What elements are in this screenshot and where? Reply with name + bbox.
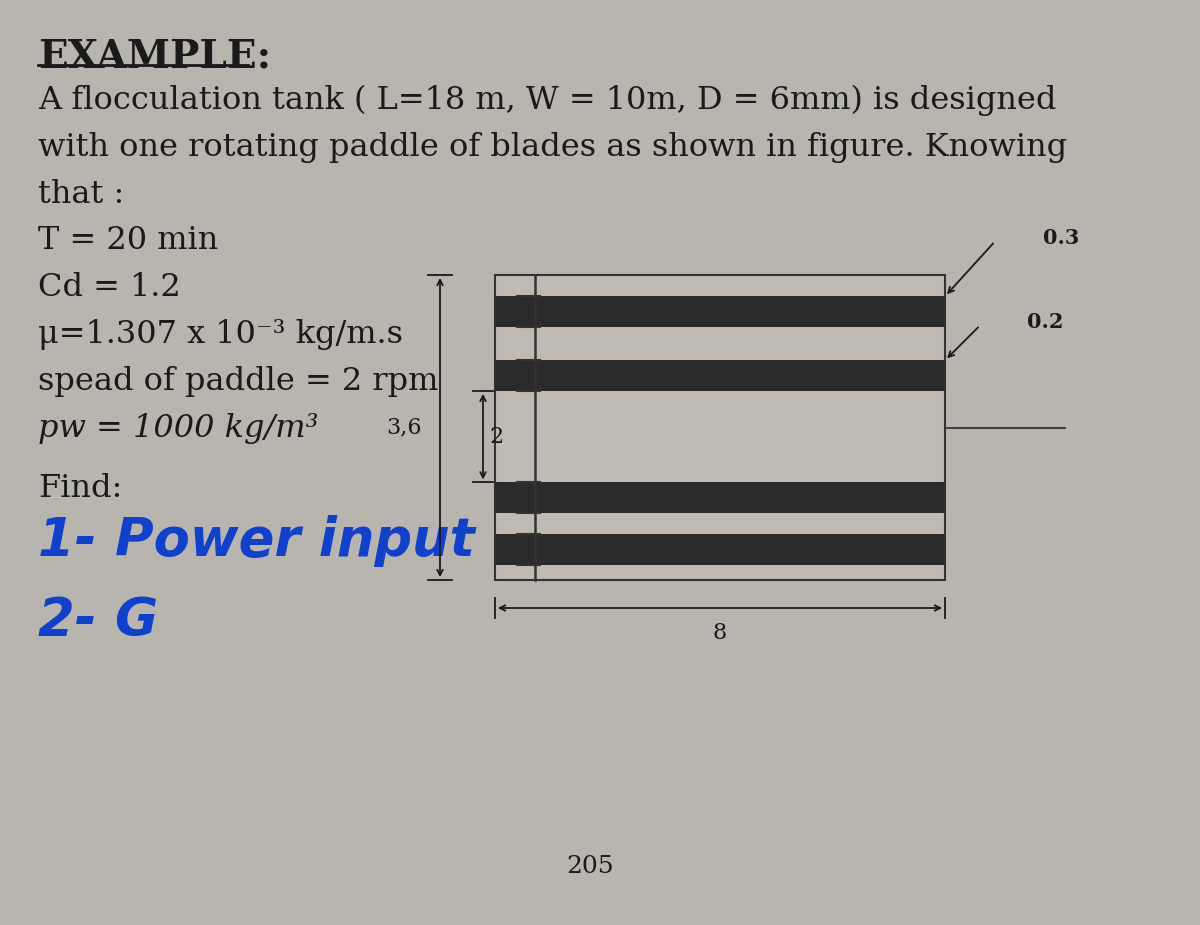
Bar xyxy=(496,361,946,391)
Text: 2- G: 2- G xyxy=(38,595,158,647)
Bar xyxy=(496,296,946,327)
Text: 0.3: 0.3 xyxy=(1043,228,1079,248)
Text: that :: that : xyxy=(38,179,125,210)
Bar xyxy=(496,535,946,565)
Text: Find:: Find: xyxy=(38,473,122,504)
Bar xyxy=(496,275,946,580)
Text: 8: 8 xyxy=(713,622,727,644)
Bar xyxy=(496,483,946,512)
Text: Cd = 1.2: Cd = 1.2 xyxy=(38,272,181,303)
Text: spead of paddle = 2 rpm: spead of paddle = 2 rpm xyxy=(38,366,438,397)
Text: pw = 1000 kg/m³: pw = 1000 kg/m³ xyxy=(38,413,318,444)
Text: EXAMPLE:: EXAMPLE: xyxy=(38,37,271,75)
Text: with one rotating paddle of blades as shown in figure. Knowing: with one rotating paddle of blades as sh… xyxy=(38,132,1067,163)
Text: A flocculation tank ( L=18 m, W = 10m, D = 6mm) is designed: A flocculation tank ( L=18 m, W = 10m, D… xyxy=(38,85,1056,117)
Text: T = 20 min: T = 20 min xyxy=(38,225,218,256)
Text: 3,6: 3,6 xyxy=(386,416,422,438)
Text: 205: 205 xyxy=(566,855,614,878)
Text: 0.2: 0.2 xyxy=(1027,313,1063,332)
Text: 2: 2 xyxy=(490,426,503,448)
Text: μ=1.307 x 10⁻³ kg/m.s: μ=1.307 x 10⁻³ kg/m.s xyxy=(38,319,403,350)
Text: 1- Power input: 1- Power input xyxy=(38,515,475,567)
